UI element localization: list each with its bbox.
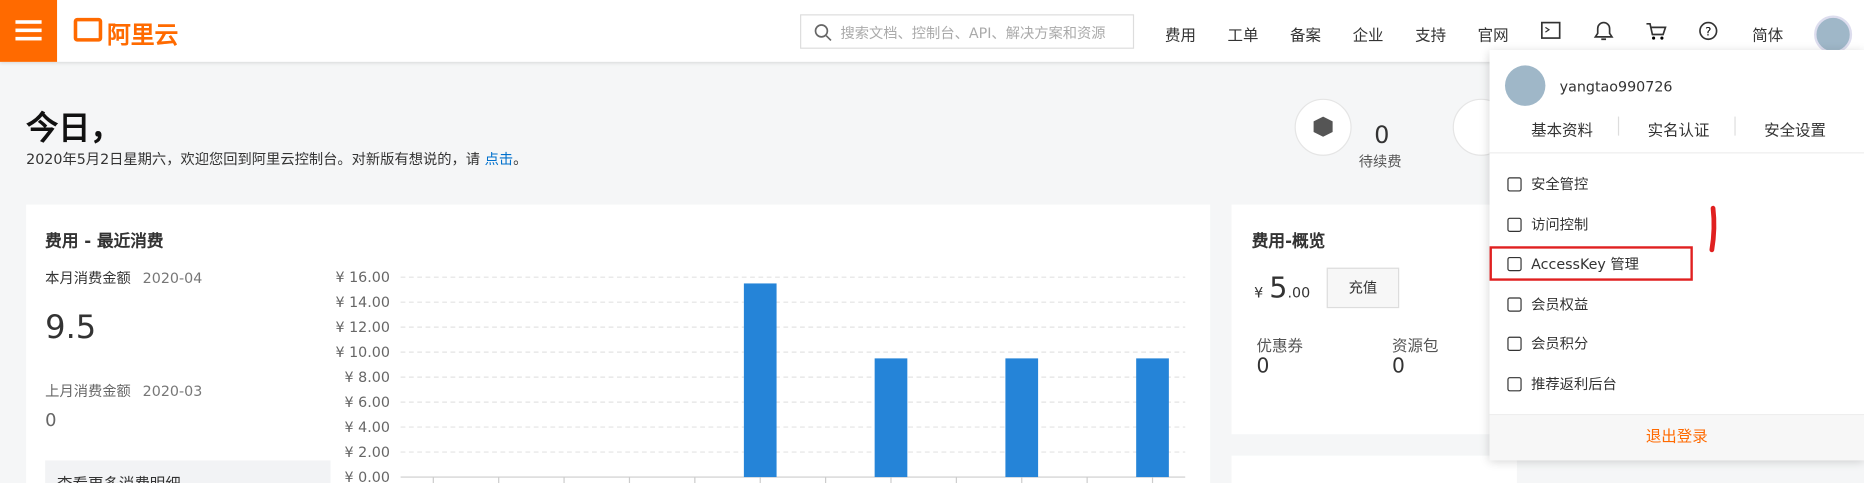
search-placeholder: 搜索文档、控制台、API、解决方案和资源 — [840, 24, 1106, 42]
next-card — [1231, 455, 1517, 483]
y-tick-label: ¥ 12.00 — [335, 320, 389, 336]
logo[interactable]: 阿里云 — [106, 20, 179, 49]
label: 本月消费金额 2020-04 — [45, 268, 202, 288]
more-link[interactable]: 查看更多消费明细 — [45, 460, 331, 483]
nav-item[interactable]: 工单 — [1227, 27, 1259, 46]
balance: ¥ 5.00 — [1254, 271, 1310, 304]
y-tick-label: ¥ 10.00 — [335, 345, 389, 361]
menu-icon — [1507, 217, 1522, 232]
y-tick-label: ¥ 16.00 — [335, 270, 389, 286]
card-title: 费用 - 最近消费 — [45, 231, 164, 252]
renewal-label: 待续费 — [1358, 153, 1402, 171]
menu-avatar — [1504, 65, 1546, 106]
menu-item[interactable]: 会员积分 — [1531, 335, 1589, 353]
nav-item[interactable]: 官网 — [1477, 27, 1509, 46]
welcome-subtitle: 2020年5月2日星期六，欢迎您回到阿里云控制台。对新版有想说的，请 点击。 — [26, 149, 527, 169]
welcome-title: 今日， — [26, 110, 123, 148]
last-month-label: 上月消费金额 — [45, 383, 131, 400]
nav-item[interactable]: 备案 — [1290, 27, 1321, 46]
label: 上月消费金额 2020-03 — [45, 381, 202, 401]
menu-item[interactable]: 安全管控 — [1531, 176, 1589, 193]
tab-separator — [1734, 116, 1736, 136]
menu-item[interactable]: 访问控制 — [1531, 216, 1589, 233]
menu-icon — [1507, 177, 1522, 192]
renewal-icon — [1294, 98, 1352, 156]
balance-int: 5 — [1269, 271, 1288, 305]
y-tick-label: ¥ 8.00 — [345, 370, 390, 386]
last-month-period: 2020-03 — [142, 383, 203, 400]
search-icon — [814, 24, 832, 42]
divider — [1489, 152, 1864, 154]
renewal-count: 0 — [1374, 120, 1390, 149]
balance-decimals: .00 — [1287, 284, 1311, 301]
tab[interactable]: 基本资料 — [1531, 122, 1593, 141]
nav-item[interactable]: 企业 — [1352, 27, 1384, 46]
item-value: 0 — [1392, 354, 1405, 379]
account-menu: yangtao990726 退出登录 基本资料 实名认证 安全设置安全管控访问控制 A… — [1489, 49, 1864, 461]
menu-icon — [1507, 377, 1522, 392]
nav-item[interactable]: 费用 — [1165, 27, 1196, 46]
menu-icon — [1507, 257, 1522, 272]
this-month-amount: 9.5 — [45, 309, 97, 347]
y-tick-label: ¥ 14.00 — [335, 295, 389, 311]
search-box[interactable]: 搜索文档、控制台、API、解决方案和资源 — [800, 14, 1135, 49]
y-tick-label: ¥ 2.00 — [345, 445, 390, 461]
item-label: 资源包 — [1392, 337, 1439, 356]
y-tick-label: ¥ 0.00 — [345, 470, 390, 483]
menu-item[interactable]: AccessKey 管理 — [1531, 255, 1639, 273]
overview-card: 费用-概览 ¥ 5.00 充值 优惠券 0 资源包 0 — [1231, 204, 1517, 435]
bar — [874, 358, 908, 478]
subtitle-text: 2020年5月2日星期六，欢迎您回到阿里云控制台。对新版有想说的，请 — [26, 151, 485, 168]
bar — [1136, 358, 1169, 478]
tab-separator — [1617, 116, 1620, 136]
header-icons: ? — [1541, 21, 1718, 41]
cost-chart: ¥ 0.00 ¥ 2.00 ¥ 4.00 ¥ 6.00 ¥ 8.00 ¥ 10.00 ¥ 1… — [335, 270, 1186, 483]
more-text: 查看更多消费明细 — [57, 471, 181, 483]
box-icon — [1313, 116, 1333, 137]
nav-item[interactable]: 支持 — [1415, 27, 1447, 46]
tab[interactable]: 安全设置 — [1764, 122, 1826, 141]
subtitle-end: 。 — [513, 151, 528, 168]
menu-icon — [1507, 337, 1522, 352]
card-title: 费用-概览 — [1251, 231, 1326, 252]
menu-icon — [1507, 297, 1522, 312]
language[interactable]: 简体 — [1752, 27, 1784, 46]
logo-icon — [73, 17, 103, 42]
red-mark — [1709, 205, 1717, 253]
feedback-link[interactable]: 点击 — [484, 151, 514, 168]
currency: ¥ — [1254, 284, 1264, 301]
item-label: 优惠券 — [1256, 337, 1303, 356]
highlight-box — [1489, 246, 1693, 281]
last-month-amount: 0 — [45, 409, 57, 431]
username: yangtao990726 — [1559, 78, 1673, 96]
svg-text:?: ? — [1705, 25, 1711, 39]
menu-button[interactable] — [0, 0, 58, 62]
menu-item[interactable]: 推荐返利后台 — [1531, 375, 1617, 393]
recharge-button[interactable]: 充值 — [1326, 267, 1400, 309]
this-month-period: 2020-04 — [142, 270, 203, 287]
bar — [743, 283, 777, 478]
bar — [1005, 358, 1039, 478]
y-tick-label: ¥ 4.00 — [345, 420, 390, 436]
tab[interactable]: 实名认证 — [1647, 122, 1710, 141]
y-tick-label: ¥ 6.00 — [345, 395, 390, 411]
menu-item[interactable]: 会员权益 — [1531, 295, 1589, 313]
item-value: 0 — [1256, 354, 1270, 379]
avatar[interactable] — [1814, 15, 1853, 54]
logout[interactable]: 退出登录 — [1489, 414, 1864, 461]
this-month-label: 本月消费金额 — [45, 270, 131, 287]
